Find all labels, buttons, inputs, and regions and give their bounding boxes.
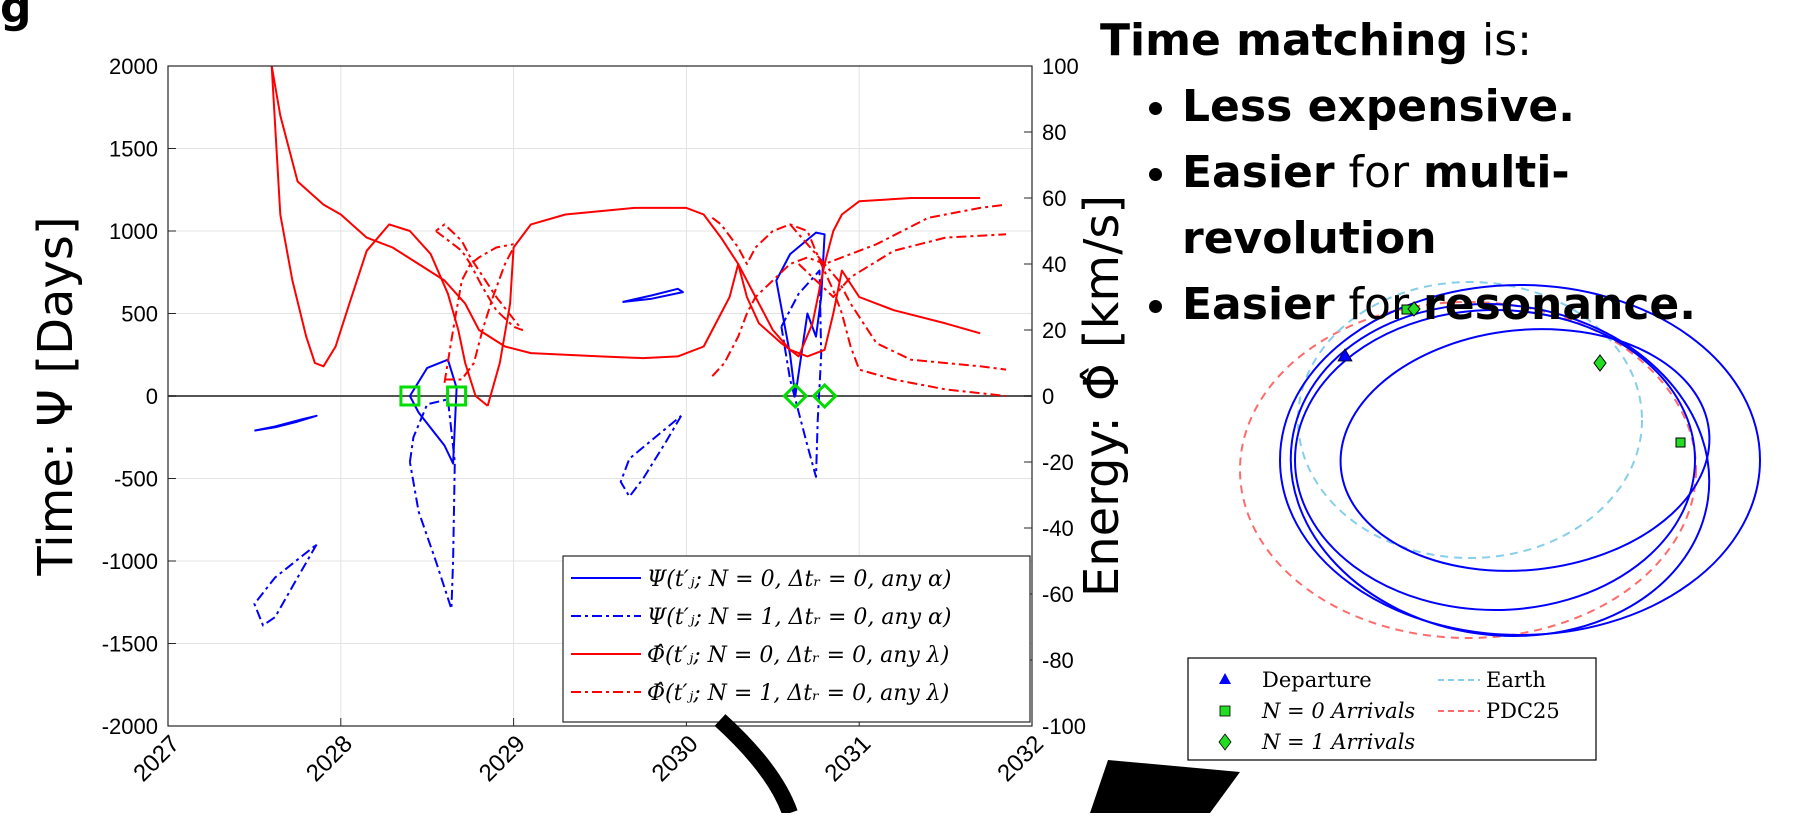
series-line-4: [789, 203, 1007, 265]
legend-diamond-icon: [1218, 733, 1232, 751]
series-line-4: [711, 256, 1007, 377]
series-line-1: [622, 287, 684, 303]
n1-arrival-marker: [811, 382, 838, 410]
top-fragment-text: g: [0, 0, 32, 33]
y-tick-label-left: 2000: [109, 54, 158, 79]
bullet-text: for: [1334, 279, 1424, 330]
y-tick-label-right: -60: [1042, 582, 1074, 607]
y-tick-label-left: 500: [121, 302, 158, 327]
legend-label: Ψ(t′ⱼ; N = 0, Δtᵣ = 0, any α): [647, 567, 952, 592]
series-line-4: [443, 243, 514, 383]
n1-arrival-marker: [1407, 301, 1421, 317]
legend-square-icon: [1219, 705, 1231, 717]
y-tick-label-right: 20: [1042, 318, 1066, 343]
bullet-text: multi-revolution: [1182, 147, 1570, 264]
n1-arrival-marker: [1593, 354, 1607, 372]
bullet-text: Easier: [1182, 279, 1335, 330]
y-tick-label-left: 0: [146, 384, 158, 409]
series-line-2: [619, 415, 683, 498]
series-line-2: [780, 269, 823, 478]
y-tick-label-left: -500: [114, 467, 158, 492]
y-tick-label-right: -20: [1042, 450, 1074, 475]
bullet-text: for: [1334, 147, 1424, 198]
y-axis-label-left: Time: Ψ [Days]: [28, 216, 84, 576]
legend-label: Φ̂(t′ⱼ; N = 0, Δtᵣ = 0, any λ): [647, 643, 949, 668]
time-energy-chart: 2027 2028 2029 2030 2031 20322000150010005000…: [28, 54, 1130, 787]
legend-label: Ψ(t′ⱼ; N = 1, Δtᵣ = 0, any α): [647, 605, 952, 630]
x-tick-label: 2032: [992, 730, 1049, 787]
legend-n1: N = 1 Arrivals: [1261, 730, 1415, 754]
series-line-1: [409, 358, 458, 465]
bullet-item: Easier for multi-revolution: [1182, 140, 1800, 272]
x-tick-label: 2031: [819, 730, 876, 787]
y-tick-label-right: -40: [1042, 516, 1074, 541]
series-line-4: [798, 233, 1007, 298]
transfer-orbit-2: [1294, 309, 1696, 611]
y-tick-label-right: -100: [1042, 714, 1086, 739]
y-tick-label-left: 1500: [109, 137, 158, 162]
legend-label: Φ̂(t′ⱼ; N = 1, Δtᵣ = 0, any λ): [647, 681, 949, 706]
orbit-legend-box: [1187, 657, 1597, 761]
pdc25-orbit: [1239, 301, 1697, 639]
earth-orbit: [1297, 281, 1643, 559]
bullet-list: Less expensive. Easier for multi-revoluti…: [1100, 74, 1800, 338]
y-tick-label-right: 60: [1042, 186, 1066, 211]
bullet-text: Easier: [1182, 147, 1335, 198]
y-tick-label-right: 0: [1042, 384, 1054, 409]
y-axis-label-right: Energy: Φ̂ [km/s]: [1074, 195, 1130, 597]
heading-bold: Time matching: [1100, 15, 1468, 66]
y-tick-label-left: -1000: [102, 549, 158, 574]
transfer-orbit-3: [1289, 303, 1711, 637]
orbit-diagram: Departure N = 0 Arrivals N = 1 Arrivals …: [1187, 281, 1761, 761]
series-line-1: [254, 414, 318, 432]
y-tick-label-left: -1500: [102, 632, 158, 657]
bullet-item: Less expensive.: [1182, 74, 1800, 140]
series-line-4: [711, 217, 1007, 397]
x-tick-label: 2028: [301, 730, 358, 787]
bullet-heading: Time matching is:: [1100, 8, 1800, 74]
arrows: [714, 714, 1240, 816]
departure-marker: [1337, 348, 1353, 362]
curved-arrow-shaft: [714, 714, 798, 816]
transfer-orbit-4: [1339, 328, 1711, 572]
y-tick-label-left: 1000: [109, 219, 158, 244]
orbit-legend: Departure N = 0 Arrivals N = 1 Arrivals …: [1187, 657, 1597, 761]
series-line-4: [444, 247, 515, 381]
n0-arrival-marker: [399, 385, 421, 407]
legend-triangle-icon: [1219, 673, 1231, 684]
chart-legend: Ψ(t′ⱼ; N = 0, Δtᵣ = 0, any α) Ψ(t′ⱼ; N = …: [562, 555, 1031, 723]
n0-arrival-marker: [1675, 437, 1686, 448]
arrow-head-shape: [1090, 760, 1240, 813]
x-tick-label: 2030: [647, 730, 704, 787]
bullet-item: Easier for resonance.: [1182, 272, 1800, 338]
y-tick-label-right: 40: [1042, 252, 1066, 277]
series-line-2: [253, 543, 318, 627]
legend-earth: Earth: [1486, 668, 1546, 692]
legend-departure: Departure: [1262, 668, 1372, 692]
heading-rest: is:: [1467, 15, 1532, 66]
y-tick-label-right: -80: [1042, 648, 1074, 673]
legend-pdc25: PDC25: [1486, 699, 1560, 723]
series-line-3: [270, 65, 489, 407]
y-tick-label-right: 100: [1042, 54, 1079, 79]
n1-arrival-marker: [782, 382, 809, 410]
legend-n0: N = 0 Arrivals: [1261, 699, 1415, 723]
bullet-text: resonance.: [1423, 279, 1696, 330]
bullet-text: Less expensive.: [1182, 81, 1575, 132]
y-tick-label-right: 80: [1042, 120, 1066, 145]
n0-arrival-marker: [446, 385, 468, 407]
series-line-3: [486, 206, 981, 407]
markers-group: [399, 382, 838, 410]
y-tick-label-left: -2000: [102, 714, 158, 739]
series-line-4: [435, 223, 524, 331]
series-line-2: [408, 398, 456, 610]
bullet-panel: Time matching is: Less expensive. Easier …: [1100, 8, 1800, 338]
series-group: [253, 65, 1007, 627]
legend-box: [562, 555, 1031, 723]
x-tick-label: 2029: [474, 730, 531, 787]
